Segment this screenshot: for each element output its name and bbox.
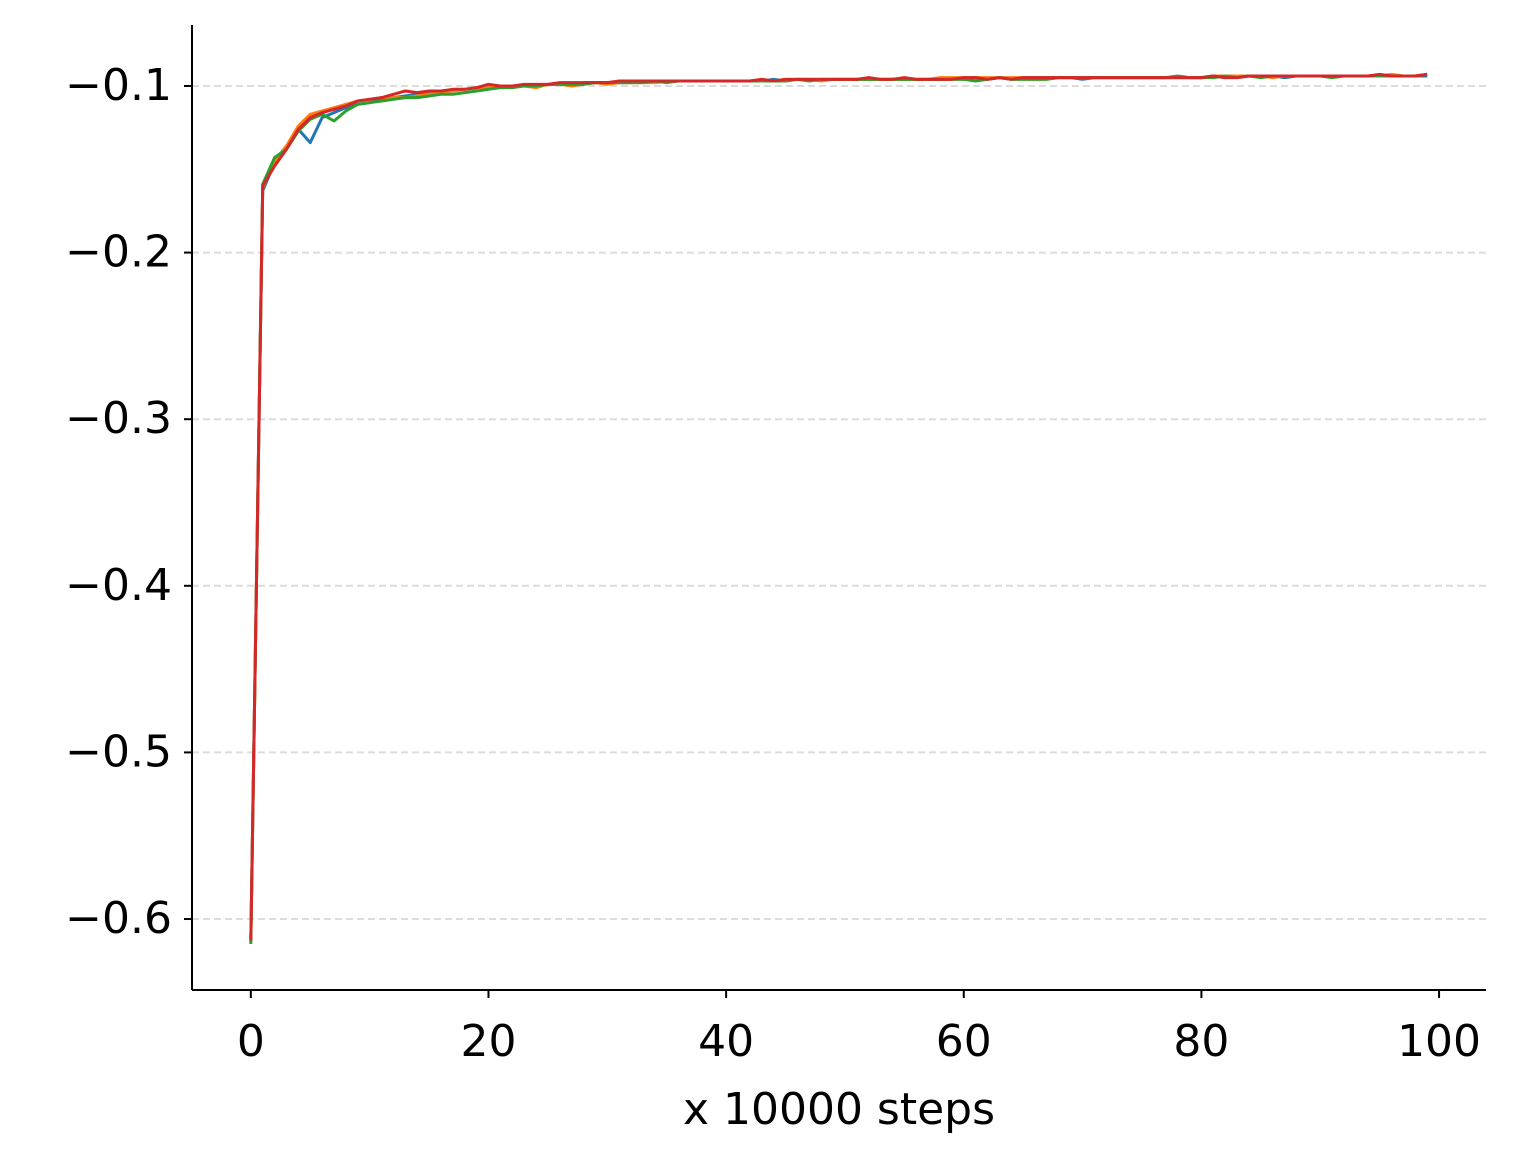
x-tick-label: 60 [936,1016,992,1067]
series-line [249,74,1428,940]
y-tick-label: −0.5 [65,726,172,777]
y-tick-label: −0.3 [65,393,172,444]
x-tick-label: 0 [237,1016,265,1067]
x-tick-label: 40 [698,1016,754,1067]
series-line [249,72,1428,945]
y-tick-label: −0.1 [65,60,172,111]
x-tick-label: 100 [1397,1016,1481,1067]
y-tick-label: −0.2 [65,227,172,278]
x-axis-label: x 10000 steps [683,1084,995,1135]
y-tick-label: −0.6 [65,893,172,944]
x-tick-label: 80 [1173,1016,1229,1067]
series-line [249,72,1428,941]
x-tick-label: 20 [460,1016,516,1067]
y-tick-label: −0.4 [65,560,172,611]
series-line [249,72,1428,941]
